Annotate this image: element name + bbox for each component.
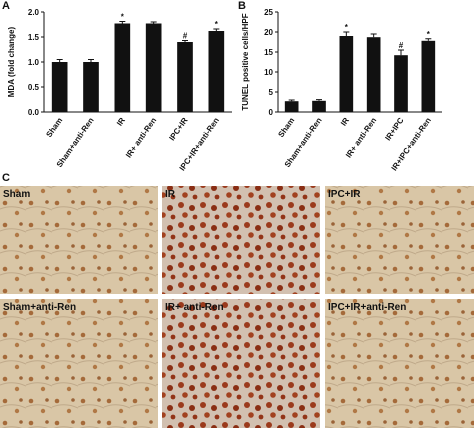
error-bar [398, 49, 404, 56]
y-tick-label: 15 [264, 48, 273, 57]
y-tick-label: 25 [264, 8, 273, 17]
bar [366, 37, 381, 113]
error-bar [150, 21, 157, 24]
error-bar [182, 40, 188, 42]
y-tick-label: 5 [269, 88, 274, 97]
y-tick-label: 1.5 [28, 33, 40, 42]
y-axis-label: TUNEL positive cells/HPF [241, 13, 250, 110]
annotation: * [427, 30, 431, 39]
bar [51, 62, 68, 112]
micrograph [0, 186, 158, 294]
annotation: * [345, 23, 349, 32]
micrograph [162, 299, 320, 428]
panel-label: C [2, 172, 10, 184]
bar [394, 55, 408, 112]
micrograph [325, 299, 474, 428]
x-tick-label: Sham [44, 116, 64, 139]
x-tick-label: IR+ anti-Ren [124, 116, 158, 160]
bar [208, 31, 225, 112]
y-tick-label: 2.0 [28, 8, 40, 17]
y-tick-label: 0.0 [28, 108, 40, 117]
image-label: Sham+anti-Ren [3, 302, 76, 313]
error-bar [425, 38, 432, 41]
micrograph [325, 186, 474, 294]
panel-label: A [2, 0, 10, 12]
bar [114, 23, 131, 112]
error-bar [370, 33, 377, 38]
annotation: * [121, 13, 125, 22]
error-bar [119, 21, 126, 24]
x-tick-label: IPC+IR [167, 116, 189, 143]
image-label: IR+ anti-Ren [165, 302, 224, 313]
y-axis-label: MDA (fold change) [7, 26, 16, 97]
micrograph [0, 299, 158, 428]
image-label: IPC+IR [328, 189, 361, 200]
bar [312, 100, 326, 112]
y-tick-label: 1.0 [28, 58, 40, 67]
y-tick-label: 0.5 [28, 83, 40, 92]
error-bar [88, 59, 94, 62]
error-bar [288, 99, 295, 102]
y-tick-label: 20 [264, 28, 273, 37]
micrograph [162, 186, 320, 294]
x-tick-label: IR+IPC [383, 116, 405, 143]
annotation: # [399, 41, 404, 50]
error-bar [343, 31, 350, 36]
error-bar [316, 99, 322, 101]
annotation: * [215, 20, 219, 29]
bar [339, 36, 354, 112]
y-tick-label: 10 [264, 68, 273, 77]
bar [421, 40, 436, 112]
image-label: IPC+IR+anti-Ren [328, 302, 406, 313]
x-tick-label: Sham [276, 116, 296, 139]
bar [284, 101, 299, 112]
y-tick-label: 0 [269, 108, 274, 117]
annotation: # [183, 32, 188, 41]
image-label: Sham [3, 189, 30, 200]
error-bar [213, 28, 220, 31]
error-bar [56, 59, 63, 62]
bar [177, 42, 193, 112]
panel-label: B [238, 0, 246, 12]
bar [145, 23, 162, 112]
image-label: IR [165, 189, 176, 200]
x-tick-label: IR [339, 116, 351, 128]
bar [83, 62, 99, 112]
x-tick-label: IR [115, 116, 127, 128]
